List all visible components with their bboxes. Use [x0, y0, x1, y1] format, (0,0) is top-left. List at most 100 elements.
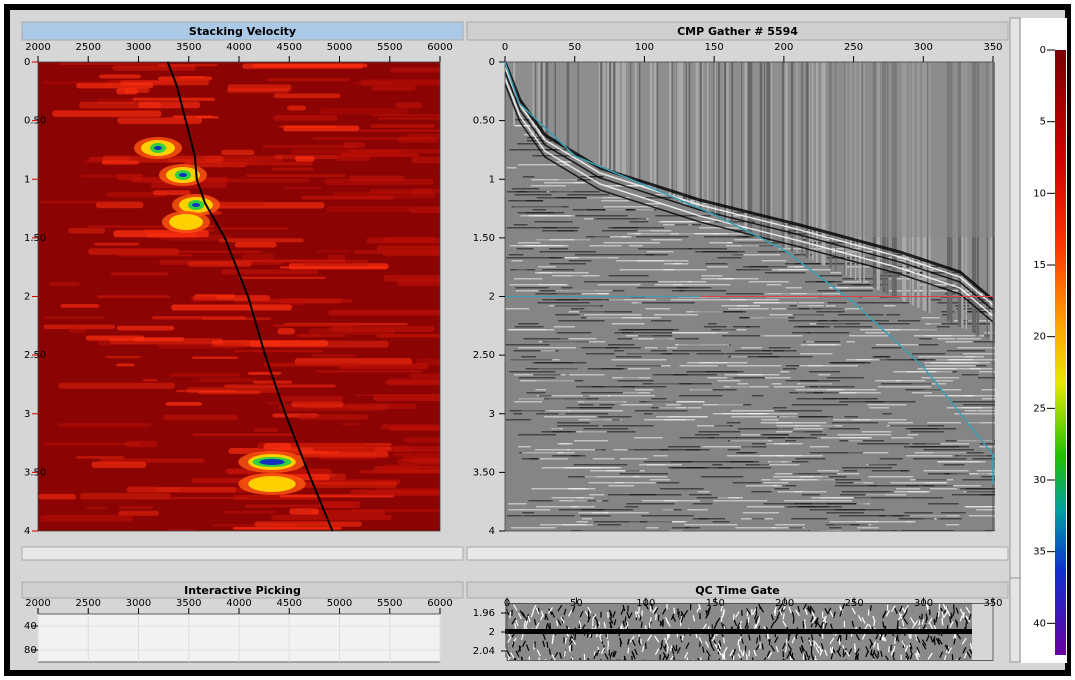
semblance-streak — [386, 378, 440, 386]
semblance-streak — [327, 254, 346, 260]
semblance-streak — [377, 117, 440, 120]
qc-wiggle — [768, 639, 771, 646]
y-tick-label: 3.50 — [473, 467, 495, 478]
trace-dash — [793, 491, 827, 493]
trace-dash — [551, 428, 563, 430]
qc-wiggle — [542, 633, 546, 641]
qc-wiggle — [830, 653, 834, 660]
semblance-streak — [192, 433, 297, 436]
qc-wiggle — [571, 605, 576, 613]
trace-dash — [880, 383, 932, 385]
qc-wiggle — [672, 615, 676, 622]
qc-wiggle — [506, 636, 512, 644]
trace-dash — [925, 323, 942, 325]
semblance-streak — [348, 175, 405, 182]
h-scrollbar[interactable] — [21, 546, 464, 561]
trace-dash — [541, 467, 565, 469]
trace-dash — [557, 422, 590, 424]
trace-dash — [856, 359, 887, 361]
trace-dash — [945, 524, 960, 526]
semblance-streak — [88, 156, 131, 162]
trace-dash — [660, 449, 710, 451]
qc-wiggle — [669, 644, 673, 652]
trace-dash — [960, 407, 982, 409]
trace-dash — [553, 326, 575, 328]
h-scrollbar[interactable] — [466, 546, 1009, 561]
trace-dash — [742, 236, 754, 238]
trace-dash — [793, 326, 831, 328]
trace-dash — [615, 185, 659, 187]
semblance-streak — [219, 227, 289, 230]
trace-dash — [829, 287, 879, 289]
v-scrollbar[interactable] — [1009, 577, 1021, 663]
qc-wiggle — [634, 611, 638, 618]
trace-dash — [765, 377, 791, 379]
qc-wiggle — [842, 648, 845, 655]
x-tick-label: 200 — [774, 42, 793, 53]
semblance-streak — [383, 275, 440, 282]
trace-dash — [800, 353, 833, 355]
qc-wiggle — [506, 650, 511, 657]
trace-dash — [523, 245, 547, 247]
trace-dash — [574, 440, 609, 442]
trace-dash — [973, 341, 995, 343]
trace-dash — [741, 347, 763, 349]
qc-wiggle — [715, 617, 721, 625]
semblance-streak — [76, 82, 154, 89]
trace-dash — [853, 497, 910, 499]
trace-dash — [619, 473, 668, 475]
qc-wiggle — [550, 658, 553, 660]
trace-dash — [712, 413, 765, 415]
semblance-streak — [312, 447, 375, 452]
trace-dash — [713, 500, 768, 502]
qc-wiggle — [738, 644, 741, 652]
trace-dash — [921, 377, 960, 379]
trace-dash — [581, 518, 593, 520]
qc-wiggle — [579, 610, 584, 618]
trace-dash — [852, 284, 888, 286]
semblance-streak — [263, 442, 292, 450]
trace-dash — [521, 356, 537, 358]
trace-dash — [748, 281, 789, 283]
v-scrollbar[interactable] — [1009, 17, 1021, 579]
trace-dash — [711, 329, 737, 331]
trace-dash — [782, 368, 797, 370]
trace-dash — [633, 437, 663, 439]
trace-dash — [611, 359, 667, 361]
qc-wiggle — [823, 622, 828, 630]
trace-dash — [809, 530, 861, 531]
qc-wiggle — [612, 611, 616, 618]
trace-dash — [644, 203, 661, 205]
trace-dash — [537, 266, 556, 268]
trace-dash — [679, 437, 715, 439]
trace-dash — [788, 320, 827, 322]
trace-dash — [657, 281, 692, 283]
qc-wiggle — [673, 607, 676, 614]
trace-dash — [511, 260, 523, 262]
semblance-streak — [158, 76, 213, 81]
semblance-streak — [223, 384, 336, 388]
qc-wiggle — [735, 611, 740, 618]
qc-wiggle — [556, 620, 559, 627]
trace-dash — [570, 455, 586, 457]
trace-dash — [608, 299, 657, 301]
trace-dash — [981, 389, 995, 391]
qc-wiggle — [805, 650, 809, 658]
trace-dash — [910, 497, 944, 499]
qc-wiggle — [788, 650, 793, 658]
qc-wiggle — [563, 650, 566, 657]
qc-wiggle — [789, 657, 792, 660]
qc-wiggle — [789, 655, 793, 660]
trace-dash — [925, 443, 970, 445]
trace-dash — [901, 530, 955, 531]
event — [505, 71, 994, 311]
qc-wiggle — [514, 623, 517, 630]
trace-dash — [919, 338, 932, 340]
semblance-streak — [40, 515, 134, 522]
trace-dash — [747, 413, 798, 415]
trace-dash — [692, 503, 713, 505]
qc-wiggle — [639, 614, 642, 621]
semblance-streak — [49, 282, 80, 286]
qc-wiggle — [624, 623, 629, 631]
qc-wiggle — [895, 634, 899, 642]
